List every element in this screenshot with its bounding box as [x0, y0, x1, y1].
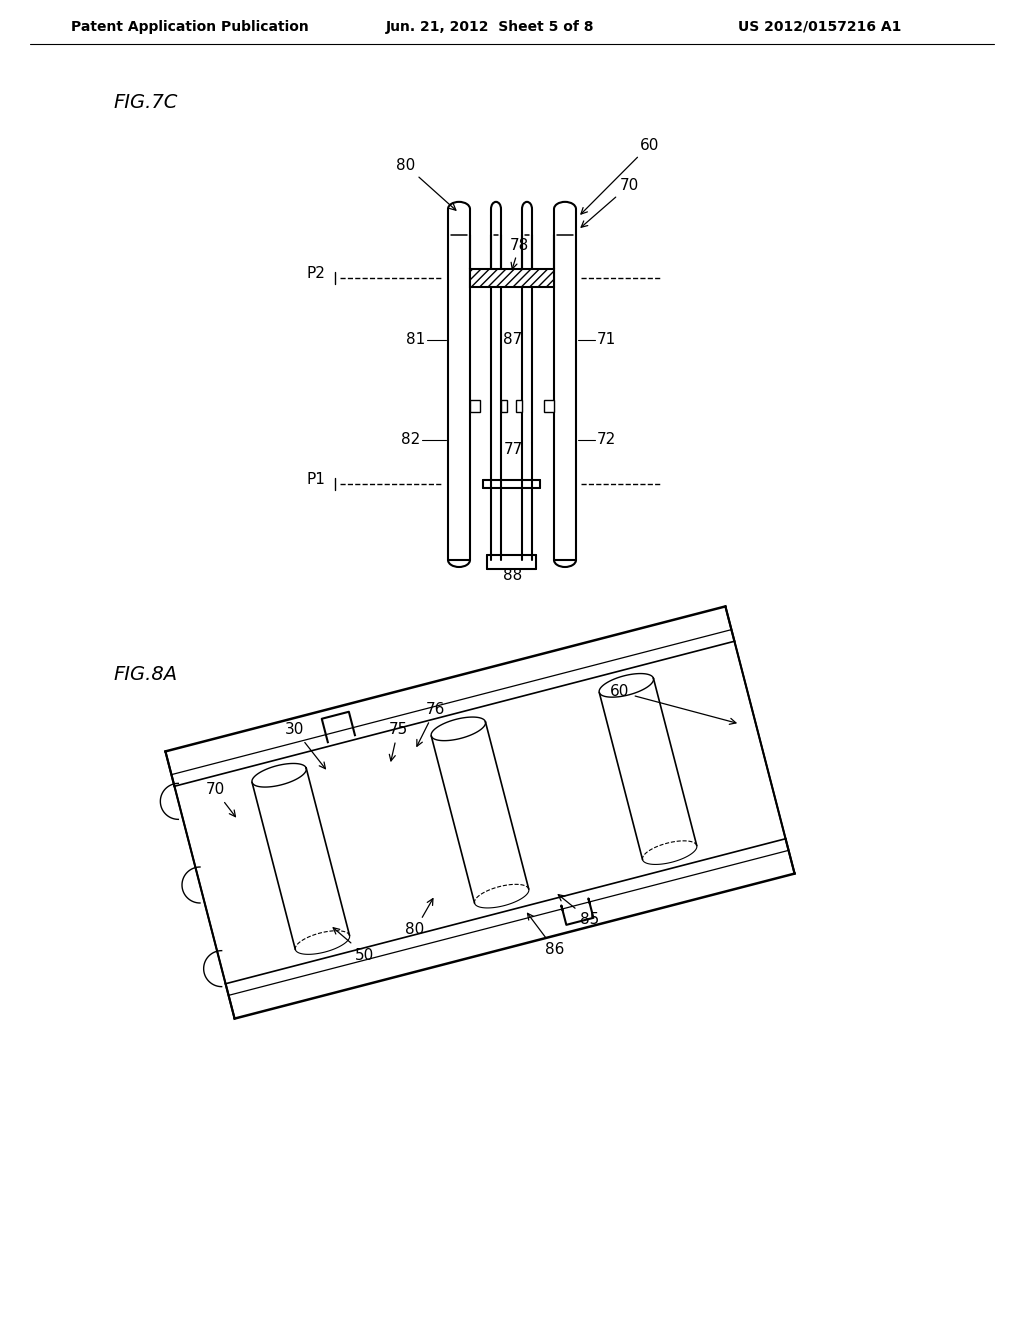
Text: 86: 86 — [527, 913, 564, 957]
Text: 75: 75 — [388, 722, 408, 760]
Text: 70: 70 — [582, 177, 639, 227]
Bar — [544, 400, 554, 412]
Bar — [470, 269, 554, 286]
Text: P1: P1 — [306, 471, 325, 487]
Text: 77: 77 — [504, 442, 522, 458]
Text: 50: 50 — [333, 928, 375, 962]
Text: US 2012/0157216 A1: US 2012/0157216 A1 — [738, 20, 902, 34]
Text: 60: 60 — [581, 137, 659, 214]
Text: 85: 85 — [558, 895, 599, 928]
Text: FIG.7C: FIG.7C — [113, 92, 177, 111]
Text: 80: 80 — [395, 157, 456, 210]
Bar — [516, 400, 522, 412]
Text: 88: 88 — [504, 568, 522, 582]
Text: 70: 70 — [206, 783, 236, 817]
Bar — [470, 400, 480, 412]
Text: 82: 82 — [400, 433, 420, 447]
Text: Jun. 21, 2012  Sheet 5 of 8: Jun. 21, 2012 Sheet 5 of 8 — [386, 20, 594, 34]
Text: 80: 80 — [406, 899, 433, 937]
Text: 30: 30 — [286, 722, 326, 768]
Text: 72: 72 — [597, 433, 616, 447]
Text: Patent Application Publication: Patent Application Publication — [71, 20, 309, 34]
Text: P2: P2 — [306, 265, 325, 281]
Text: 87: 87 — [504, 333, 522, 347]
Text: 60: 60 — [610, 685, 736, 725]
Text: 76: 76 — [417, 702, 444, 746]
Text: 81: 81 — [406, 333, 425, 347]
Text: 71: 71 — [597, 333, 616, 347]
Text: FIG.8A: FIG.8A — [113, 665, 177, 685]
Text: 78: 78 — [510, 238, 529, 269]
Bar — [501, 400, 507, 412]
